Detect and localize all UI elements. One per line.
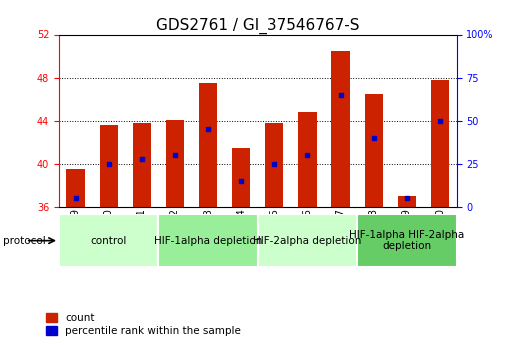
Text: HIF-1alpha depletion: HIF-1alpha depletion <box>154 236 262 246</box>
Bar <box>159 214 258 267</box>
Text: HIF-1alpha HIF-2alpha
depletion: HIF-1alpha HIF-2alpha depletion <box>349 230 464 252</box>
Legend: count, percentile rank within the sample: count, percentile rank within the sample <box>46 313 241 336</box>
Bar <box>431 80 449 207</box>
Bar <box>199 83 217 207</box>
Bar <box>166 120 184 207</box>
Bar <box>59 214 159 267</box>
Bar <box>67 169 85 207</box>
Title: GDS2761 / GI_37546767-S: GDS2761 / GI_37546767-S <box>156 18 360 34</box>
Bar <box>265 123 284 207</box>
Bar <box>100 125 118 207</box>
Bar <box>398 196 416 207</box>
Bar <box>258 214 357 267</box>
Bar <box>365 94 383 207</box>
Text: HIF-2alpha depletion: HIF-2alpha depletion <box>253 236 362 246</box>
Bar <box>232 148 250 207</box>
Bar <box>331 51 350 207</box>
Bar <box>357 214 457 267</box>
Text: control: control <box>90 236 127 246</box>
Text: protocol: protocol <box>3 237 45 246</box>
Bar <box>133 123 151 207</box>
Bar <box>299 112 317 207</box>
